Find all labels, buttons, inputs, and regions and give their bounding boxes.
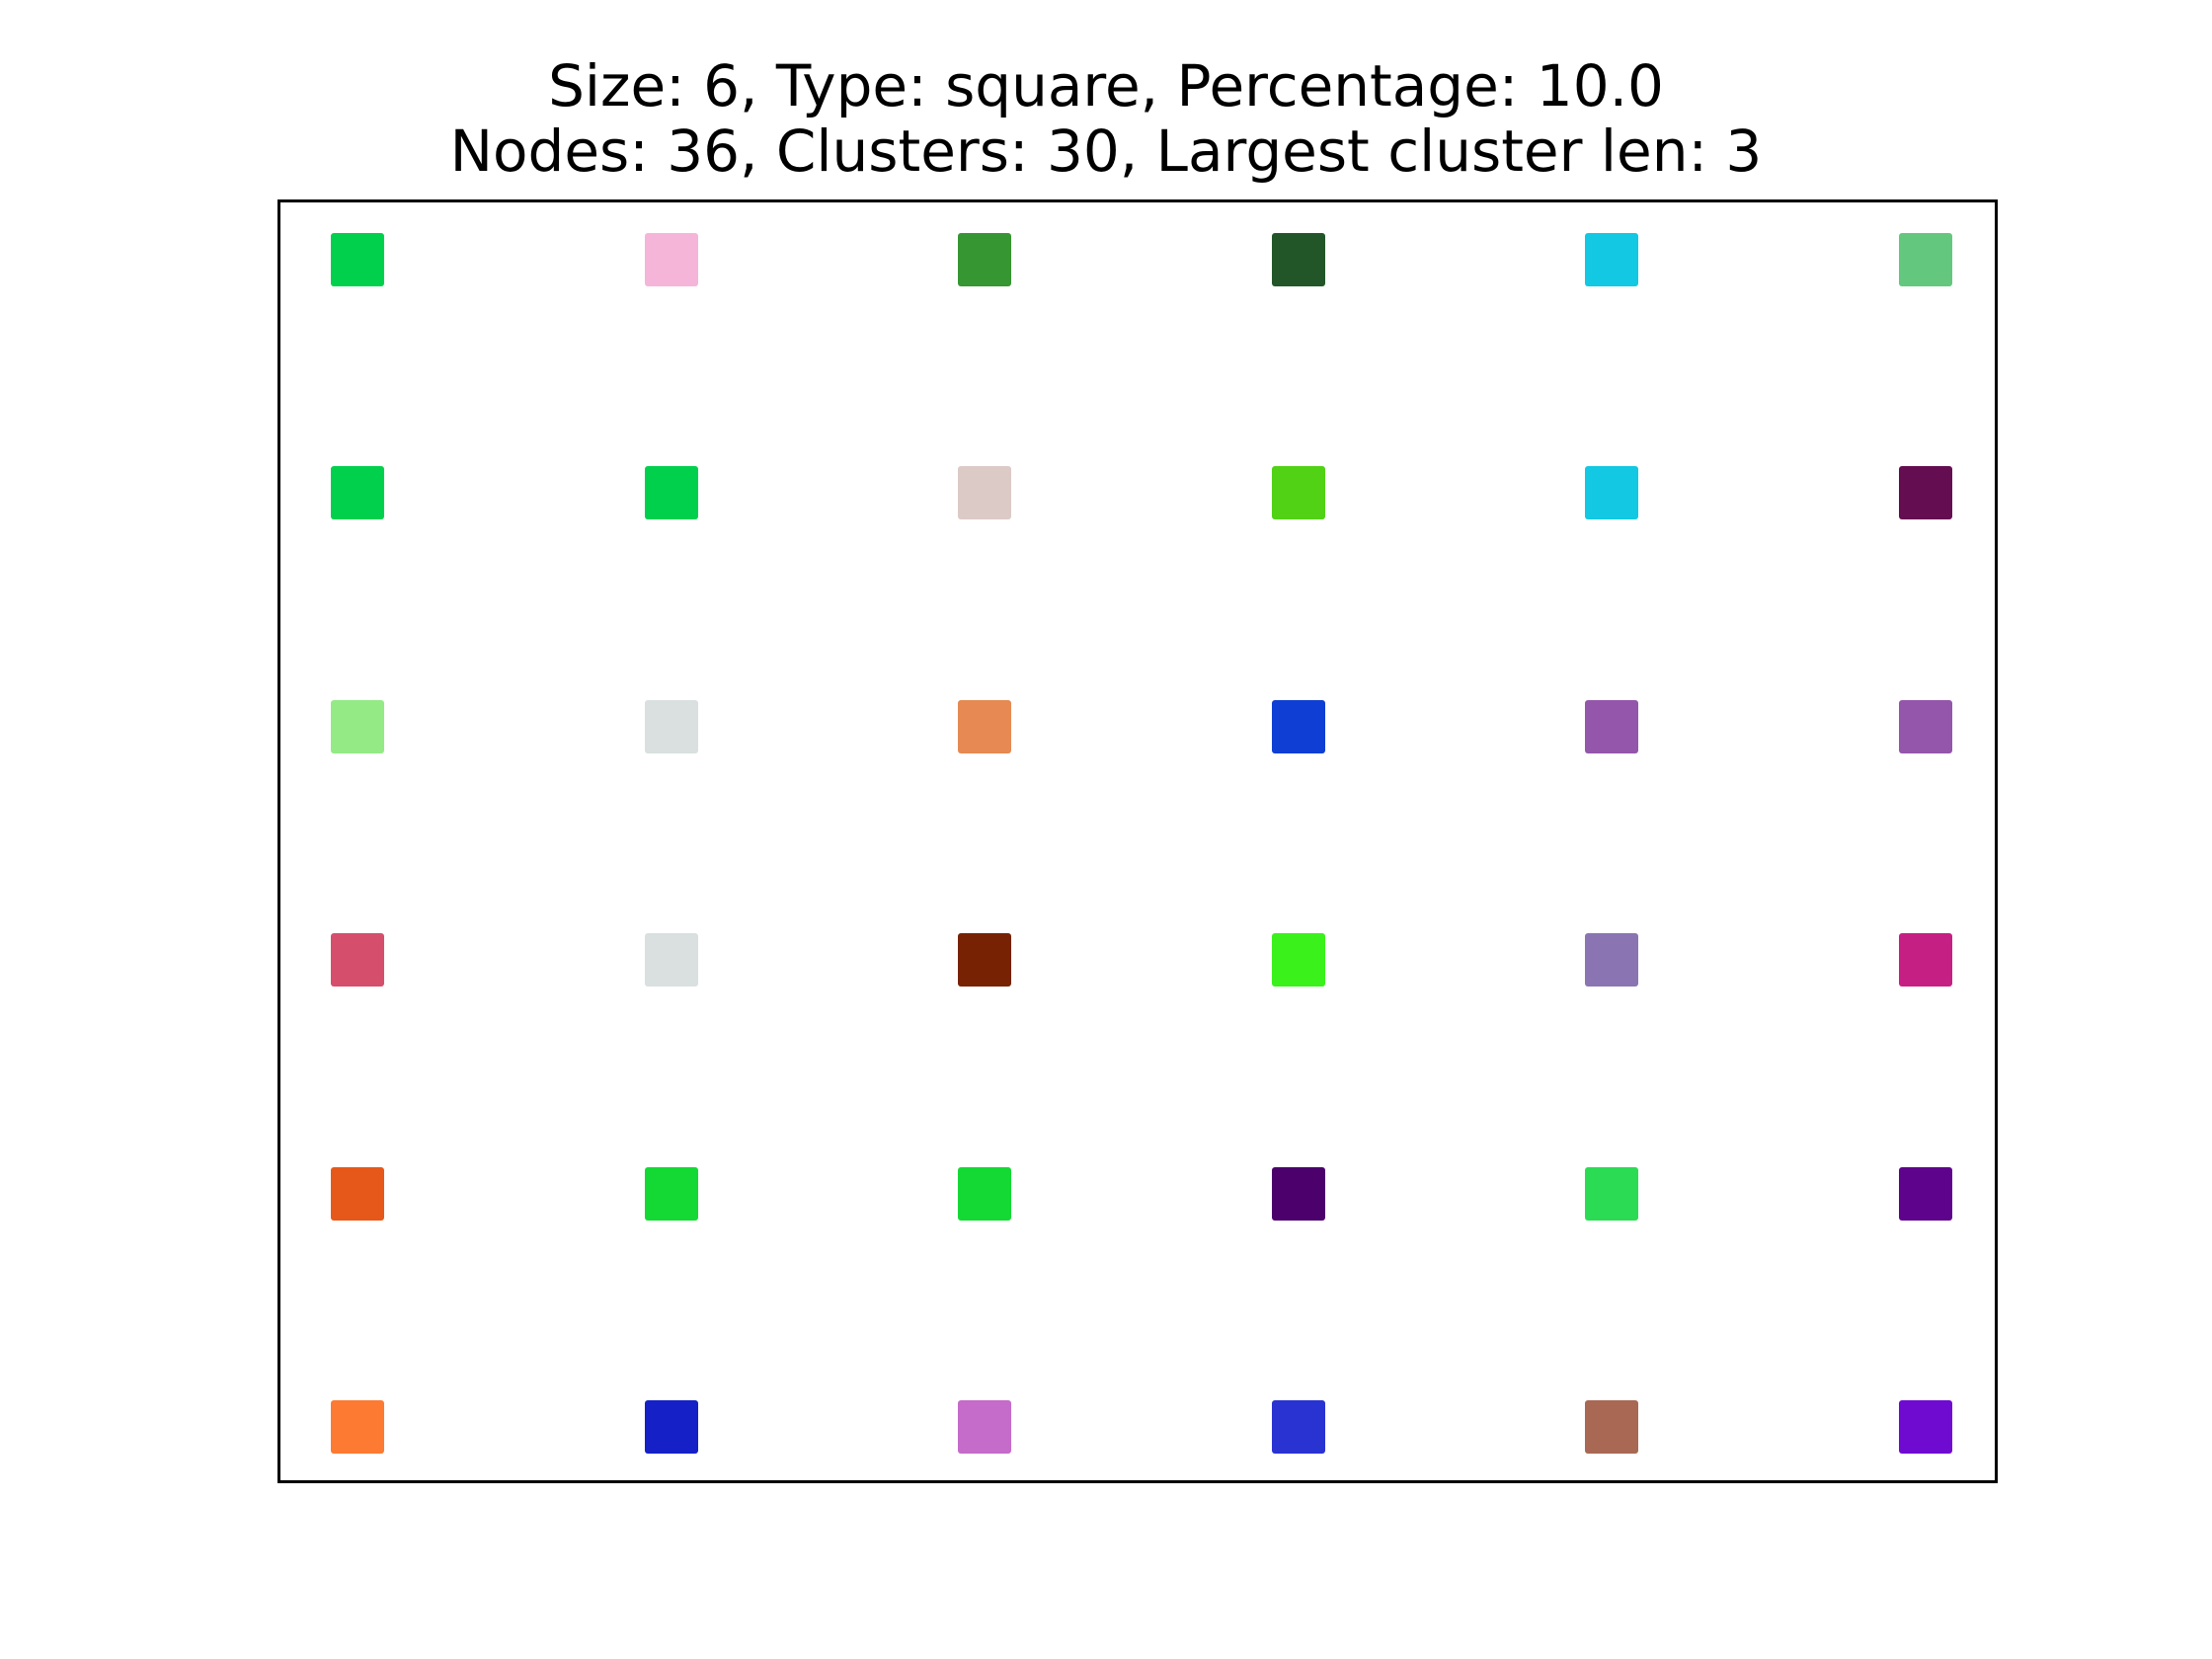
lattice-node <box>958 1400 1011 1454</box>
lattice-node <box>1272 933 1325 987</box>
lattice-node <box>958 700 1011 753</box>
lattice-frame <box>277 199 1998 1483</box>
lattice-node <box>1272 700 1325 753</box>
lattice-node <box>331 233 384 286</box>
lattice-node <box>958 466 1011 519</box>
lattice-node <box>645 1400 698 1454</box>
lattice-node <box>1272 1167 1325 1221</box>
lattice-node <box>331 1167 384 1221</box>
lattice-node <box>1272 466 1325 519</box>
lattice-node <box>958 1167 1011 1221</box>
lattice-node <box>958 233 1011 286</box>
lattice-node <box>1899 700 1952 753</box>
lattice-node <box>331 1400 384 1454</box>
lattice-node <box>1585 233 1638 286</box>
lattice-node <box>1899 233 1952 286</box>
chart-title-line-2: Nodes: 36, Clusters: 30, Largest cluster… <box>449 118 1763 185</box>
lattice-node <box>1899 1400 1952 1454</box>
lattice-node <box>1585 1167 1638 1221</box>
lattice-node <box>1272 233 1325 286</box>
lattice-node <box>1585 933 1638 987</box>
lattice-node <box>645 466 698 519</box>
lattice-node <box>645 700 698 753</box>
lattice-node <box>1899 933 1952 987</box>
lattice-node <box>331 466 384 519</box>
lattice-node <box>1585 1400 1638 1454</box>
lattice-node <box>331 933 384 987</box>
lattice-node <box>1585 466 1638 519</box>
lattice-node <box>645 233 698 286</box>
lattice-node <box>1585 700 1638 753</box>
lattice-node <box>1899 1167 1952 1221</box>
chart-title-line-1: Size: 6, Type: square, Percentage: 10.0 <box>548 52 1664 119</box>
lattice-node <box>1272 1400 1325 1454</box>
lattice-node <box>645 1167 698 1221</box>
lattice-node <box>958 933 1011 987</box>
lattice-node <box>331 700 384 753</box>
lattice-node <box>1899 466 1952 519</box>
lattice-node <box>645 933 698 987</box>
